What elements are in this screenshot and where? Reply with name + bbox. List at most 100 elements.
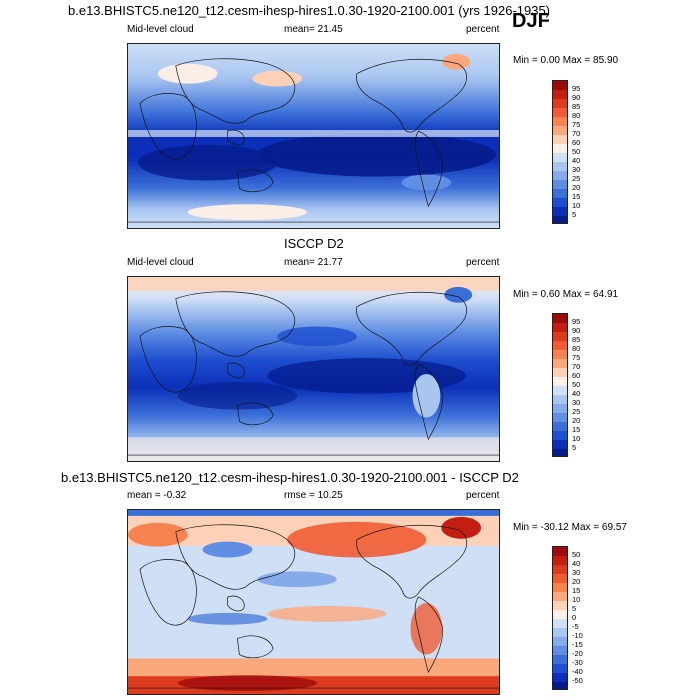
panel2-colorbar-swatch <box>553 332 567 341</box>
panel1-colorbar-swatch <box>553 153 567 162</box>
panel3-colorbar-swatch <box>553 637 567 646</box>
panel1-colorbar-label: 30 <box>572 165 581 174</box>
panel2-colorbar-swatch <box>553 314 567 323</box>
panel3-title: b.e13.BHISTC5.ne120_t12.cesm-ihesp-hires… <box>61 470 519 485</box>
panel3-colorbar-swatch <box>553 556 567 565</box>
panel2-colorbar-swatch <box>553 368 567 377</box>
panel3-colorbar-label: 40 <box>572 559 581 568</box>
season-label: DJF <box>512 10 550 32</box>
panel2-colorbar-swatch <box>553 413 567 422</box>
panel3-colorbar-swatch <box>553 664 567 673</box>
panel1-colorbar-swatch <box>553 189 567 198</box>
panel2-colorbar-swatch <box>553 422 567 431</box>
panel3-colorbar-label: 30 <box>572 568 581 577</box>
panel1-colorbar-label: 20 <box>572 183 581 192</box>
panel3-colorbar-swatch <box>553 673 567 682</box>
panel2-colorbar-label: 5 <box>572 443 577 452</box>
panel2-colorbar-swatch <box>553 359 567 368</box>
panel1-colorbar-label: 80 <box>572 111 581 120</box>
panel2-left-label: Mid-level cloud <box>127 257 194 268</box>
panel3-map <box>127 509 500 695</box>
panel2-minmax: Min = 0.60 Max = 64.91 <box>513 289 619 300</box>
panel3-colorbar-label: 15 <box>572 586 581 595</box>
panel3-colorbar-swatch <box>553 574 567 583</box>
panel3-rmse-label: rmse = 10.25 <box>284 490 343 501</box>
panel2-colorbar-label: 90 <box>572 326 581 335</box>
panel3-colorbar-swatch <box>553 646 567 655</box>
panel1-colorbar-label: 50 <box>572 147 581 156</box>
panel3-colorbar-label: 10 <box>572 595 581 604</box>
panel3-colorbar-label: -5 <box>572 622 579 631</box>
panel2-colorbar-swatch <box>553 404 567 413</box>
panel3-map-field <box>128 510 499 694</box>
panel3-minmax: Min = -30.12 Max = 69.57 <box>513 522 627 533</box>
panel2-colorbar-label: 20 <box>572 416 581 425</box>
panel1-colorbar-label: 95 <box>572 84 581 93</box>
panel2-colorbar-label: 50 <box>572 380 581 389</box>
panel1-colorbar-label: 5 <box>572 210 577 219</box>
panel2-colorbar-label: 95 <box>572 317 581 326</box>
panel3-colorbar-swatch <box>553 592 567 601</box>
panel1-units-label: percent <box>466 24 500 35</box>
panel2-map-field <box>128 277 499 461</box>
panel1-colorbar-label: 40 <box>572 156 581 165</box>
panel1-colorbar-swatch <box>553 144 567 153</box>
panel2-colorbar-label: 25 <box>572 407 581 416</box>
panel2-colorbar <box>552 313 568 457</box>
panel1-map <box>127 43 500 229</box>
panel1-minmax: Min = 0.00 Max = 85.90 <box>513 55 619 66</box>
panel2-colorbar-swatch <box>553 431 567 440</box>
panel3-colorbar-label: -50 <box>572 676 583 685</box>
panel2-colorbar-swatch <box>553 395 567 404</box>
panel1-colorbar-swatch <box>553 81 567 90</box>
panel2-colorbar-label: 85 <box>572 335 581 344</box>
panel3-colorbar-swatch <box>553 547 567 556</box>
panel2-colorbar-swatch <box>553 440 567 449</box>
panel1-colorbar-label: 70 <box>572 129 581 138</box>
panel1-colorbar-label: 10 <box>572 201 581 210</box>
panel3-colorbar-swatch <box>553 655 567 664</box>
panel3-colorbar-label: -15 <box>572 640 583 649</box>
panel2-colorbar-label: 60 <box>572 371 581 380</box>
panel2-colorbar-swatch <box>553 350 567 359</box>
panel1-colorbar-swatch <box>553 198 567 207</box>
panel3-colorbar-label: -40 <box>572 667 583 676</box>
panel2-colorbar-swatch <box>553 341 567 350</box>
panel1-colorbar-swatch <box>553 162 567 171</box>
panel2-map <box>127 276 500 462</box>
panel2-colorbar-label: 80 <box>572 344 581 353</box>
panel1-colorbar-swatch <box>553 135 567 144</box>
panel3-colorbar-label: -20 <box>572 649 583 658</box>
panel1-left-label: Mid-level cloud <box>127 24 194 35</box>
panel2-colorbar-swatch <box>553 377 567 386</box>
panel2-units-label: percent <box>466 257 500 268</box>
panel3-colorbar-swatch <box>553 601 567 610</box>
panel2-colorbar-swatch <box>553 386 567 395</box>
panel1-colorbar-swatch <box>553 180 567 189</box>
panel3-units-label: percent <box>466 490 500 501</box>
panel3-colorbar <box>552 546 568 690</box>
panel2-colorbar-label: 30 <box>572 398 581 407</box>
panel2-colorbar-label: 70 <box>572 362 581 371</box>
panel3-colorbar-swatch <box>553 619 567 628</box>
panel3-colorbar-label: -10 <box>572 631 583 640</box>
panel1-colorbar-label: 90 <box>572 93 581 102</box>
panel3-colorbar-label: 0 <box>572 613 577 622</box>
panel2-title: ISCCP D2 <box>284 236 344 251</box>
panel2-colorbar-label: 15 <box>572 425 581 434</box>
panel1-colorbar-swatch <box>553 207 567 216</box>
panel3-colorbar-swatch <box>553 583 567 592</box>
figure-title: b.e13.BHISTC5.ne120_t12.cesm-ihesp-hires… <box>68 3 551 18</box>
panel1-colorbar-swatch <box>553 99 567 108</box>
panel1-colorbar-swatch <box>553 126 567 135</box>
panel2-colorbar-swatch <box>553 449 567 456</box>
panel1-colorbar <box>552 80 568 224</box>
panel1-colorbar-label: 25 <box>572 174 581 183</box>
panel3-colorbar-swatch <box>553 628 567 637</box>
panel2-colorbar-label: 40 <box>572 389 581 398</box>
panel1-map-field <box>128 44 499 228</box>
panel3-colorbar-label: 5 <box>572 604 577 613</box>
panel3-mean-label: mean = -0.32 <box>127 490 187 501</box>
panel1-colorbar-swatch <box>553 171 567 180</box>
panel1-colorbar-swatch <box>553 117 567 126</box>
